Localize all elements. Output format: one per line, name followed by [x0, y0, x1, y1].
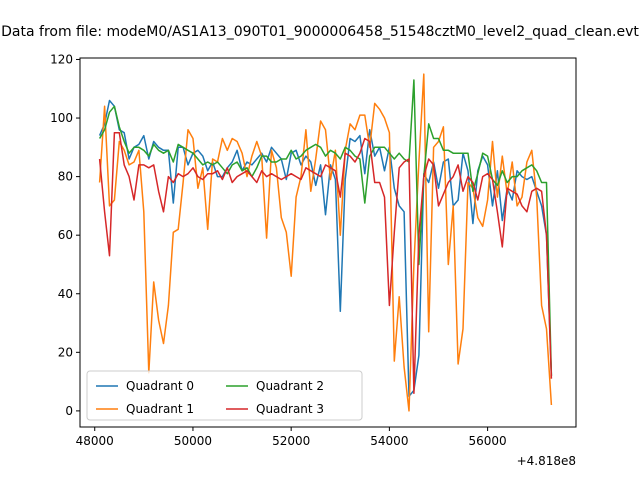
x-axis: 48000 50000 52000 54000 56000	[76, 427, 507, 448]
x-tick-label: 52000	[272, 434, 310, 448]
legend-label-1: Quadrant 1	[126, 402, 194, 416]
y-tick-label: 20	[58, 345, 73, 359]
series-line-3	[98, 131, 553, 395]
chart-title: Data from file: modeM0/AS1A13_090T01_900…	[1, 24, 639, 40]
x-tick-label: 54000	[370, 434, 408, 448]
legend: Quadrant 0 Quadrant 1 Quadrant 2 Quadrant 3	[86, 370, 363, 421]
y-tick-label: 0	[65, 404, 73, 418]
series-line-2	[98, 79, 553, 376]
legend-label-0: Quadrant 0	[126, 379, 194, 393]
plot-frame	[79, 57, 577, 428]
x-offset-label: +4.818e8	[517, 454, 576, 468]
series-layer	[98, 73, 553, 412]
y-tick-label: 80	[58, 170, 73, 184]
y-tick-label: 120	[50, 52, 73, 66]
x-tick-label: 50000	[174, 434, 212, 448]
y-axis: 0 20 40 60 80 100 120	[50, 52, 80, 418]
y-tick-label: 60	[58, 228, 73, 242]
series-line-1	[98, 73, 553, 412]
y-tick-label: 100	[50, 111, 73, 125]
x-tick-label: 56000	[469, 434, 507, 448]
y-tick-label: 40	[58, 287, 73, 301]
x-tick-label: 48000	[76, 434, 114, 448]
legend-label-3: Quadrant 3	[256, 402, 324, 416]
series-line-0	[98, 99, 553, 398]
legend-box	[86, 370, 363, 421]
legend-label-2: Quadrant 2	[256, 379, 324, 393]
plot-area	[80, 58, 576, 427]
